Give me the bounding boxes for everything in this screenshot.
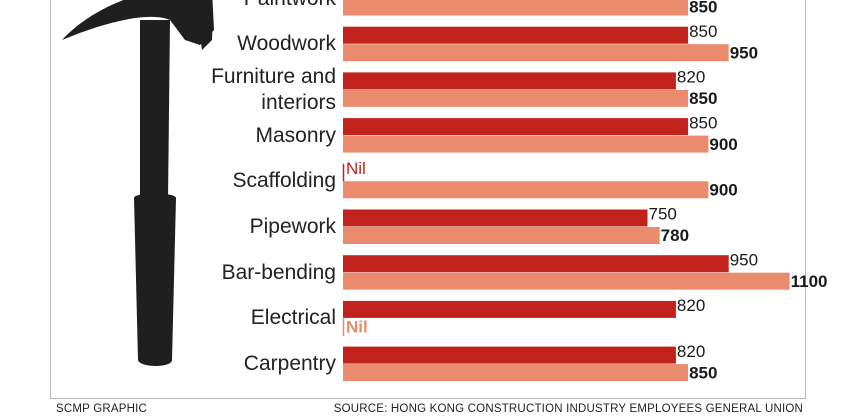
bar (343, 89, 689, 107)
value-label: 900 (709, 181, 737, 200)
value-label: 750 (649, 205, 677, 224)
value-label: 780 (661, 226, 689, 245)
hammer-icon (62, 0, 214, 366)
bar (343, 209, 648, 227)
bar (343, 44, 729, 62)
bar (343, 255, 729, 273)
value-label: 950 (730, 250, 758, 269)
bar (343, 272, 790, 290)
category-label: Furniture and interiors (211, 64, 336, 114)
bar (343, 26, 689, 44)
bar (343, 346, 676, 364)
bar (343, 300, 676, 318)
value-label: Nil (346, 159, 366, 178)
value-label: 1100 (791, 272, 828, 291)
bar (343, 364, 689, 382)
category-label: Masonry (255, 123, 336, 147)
bar (343, 135, 709, 153)
category-label: Electrical (250, 306, 336, 330)
category-label: Paintwork (190, 0, 336, 29)
category-label: Scaffolding (232, 169, 336, 193)
category-label: Carpentry (243, 352, 336, 376)
value-label: 850 (689, 363, 717, 382)
credit: SCMP GRAPHIC (56, 403, 148, 415)
value-label: 820 (677, 296, 705, 315)
value-label: 850 (689, 0, 717, 17)
bar (343, 72, 676, 90)
value-label: Nil (346, 318, 368, 337)
bar (343, 181, 709, 199)
bar (343, 118, 689, 136)
value-label: 900 (709, 135, 737, 154)
value-label: 850 (689, 89, 717, 108)
category-label: Woodwork (237, 32, 336, 56)
category-label: Pipework (249, 215, 336, 238)
category-label: Bar-bending (221, 260, 336, 284)
value-label: 820 (677, 68, 705, 87)
bar (343, 227, 660, 244)
bar (343, 0, 689, 16)
source: SOURCE: HONG KONG CONSTRUCTION INDUSTRY … (333, 403, 803, 415)
value-label: 820 (677, 342, 705, 361)
value-label: 850 (689, 22, 717, 41)
value-label: 950 (730, 43, 758, 62)
value-label: 850 (689, 113, 717, 132)
